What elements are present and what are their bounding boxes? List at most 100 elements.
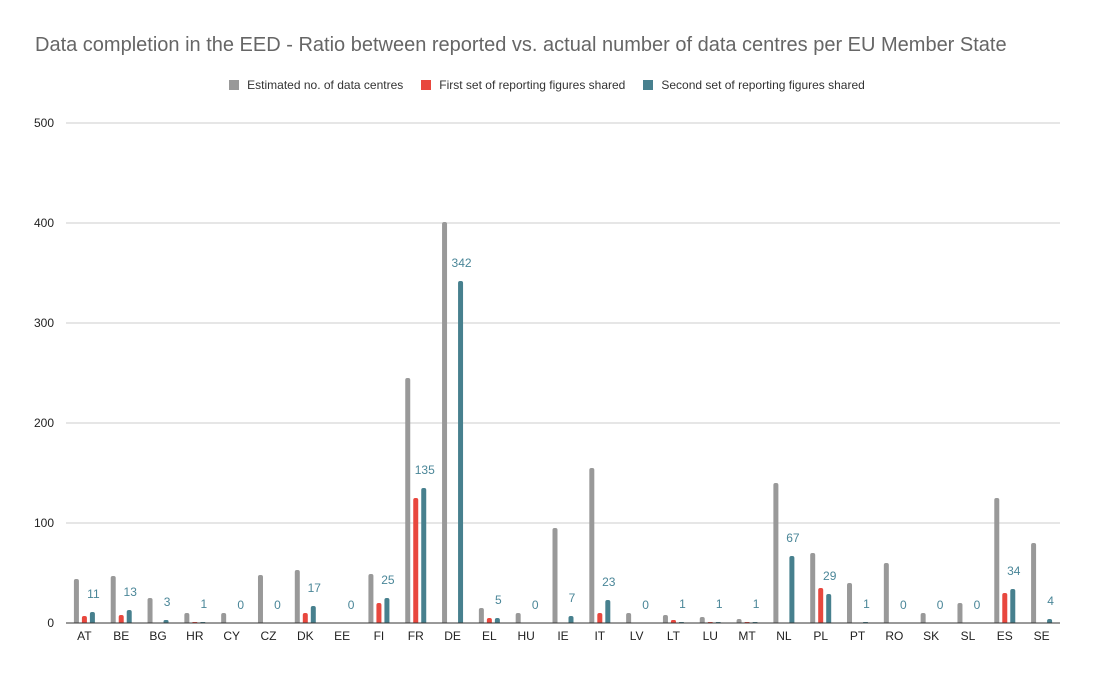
bar-fi-series-2 [376,603,382,623]
y-tick-label: 300 [34,316,54,330]
data-label: 13 [124,585,138,599]
data-label: 34 [1007,564,1021,578]
data-label: 4 [1047,594,1054,608]
bar-fi-series-3 [384,598,390,623]
data-label: 17 [308,581,322,595]
bar-pl-series-2 [818,588,824,623]
bar-pt-series-1 [847,583,853,623]
x-tick-label: AT [77,629,92,643]
legend-swatch-second-set [643,80,654,90]
bar-be-series-3 [126,610,132,623]
data-label: 3 [164,595,171,609]
bar-fr-series-3 [421,488,427,623]
x-tick-label: EL [482,629,497,643]
x-tick-label: BG [149,629,166,643]
data-label: 0 [900,598,907,612]
data-label: 67 [786,531,800,545]
bar-hr-series-1 [184,613,190,623]
data-label: 11 [87,587,100,601]
y-tick-label: 100 [34,516,54,530]
x-tick-label: IE [557,629,568,643]
bar-se-series-1 [1031,543,1037,623]
x-tick-label: MT [738,629,756,643]
bar-at-series-1 [73,579,79,623]
bar-sk-series-1 [920,613,926,623]
bar-fi-series-1 [368,574,374,623]
data-label: 1 [679,597,686,611]
bar-bg-series-1 [147,598,153,623]
bar-ie-series-1 [552,528,558,623]
data-label: 1 [863,597,870,611]
legend: Estimated no. of data centres First set … [0,78,1094,92]
bar-nl-series-3 [789,556,795,623]
bar-lt-series-1 [662,615,668,623]
data-label: 1 [716,597,723,611]
legend-item-second-set: Second set of reporting figures shared [643,78,865,92]
bar-es-series-1 [994,498,1000,623]
bar-de-series-3 [458,281,464,623]
legend-item-first-set: First set of reporting figures shared [421,78,625,92]
bar-lt-series-2 [670,620,676,623]
data-label: 7 [569,591,576,605]
bar-at-series-2 [81,616,87,623]
data-label: 5 [495,593,502,607]
data-label: 1 [201,597,208,611]
bar-lv-series-1 [626,613,632,623]
bar-ie-series-3 [568,616,574,623]
data-label: 0 [348,598,355,612]
data-label: 0 [237,598,244,612]
legend-item-estimated: Estimated no. of data centres [229,78,403,92]
bar-de-series-1 [442,222,448,623]
x-tick-label: PT [850,629,866,643]
x-tick-label: HU [518,629,535,643]
bar-el-series-1 [478,608,484,623]
data-label: 342 [452,256,472,270]
bar-dk-series-1 [294,570,300,623]
x-tick-label: IT [594,629,605,643]
bar-pl-series-1 [810,553,816,623]
bar-es-series-2 [1002,593,1008,623]
data-label: 29 [823,569,837,583]
x-tick-label: CZ [260,629,276,643]
legend-label-second-set: Second set of reporting figures shared [661,78,865,92]
x-tick-label: FI [374,629,385,643]
bar-fr-series-2 [413,498,419,623]
bar-pl-series-3 [826,594,832,623]
data-label: 1 [753,597,760,611]
x-tick-label: HR [186,629,204,643]
data-label: 135 [415,463,435,477]
bar-lu-series-1 [699,617,705,623]
bar-it-series-3 [605,600,611,623]
bar-dk-series-2 [302,613,308,623]
x-tick-label: BE [113,629,129,643]
x-tick-label: FR [408,629,424,643]
bar-it-series-2 [597,613,603,623]
legend-swatch-first-set [421,80,432,90]
data-label: 0 [974,598,981,612]
bar-cy-series-1 [221,613,227,623]
x-tick-label: NL [776,629,792,643]
bar-sl-series-1 [957,603,963,623]
bar-se-series-3 [1047,619,1053,623]
data-label: 0 [937,598,944,612]
bar-ro-series-1 [883,563,889,623]
x-tick-label: SE [1034,629,1050,643]
data-label: 25 [381,573,395,587]
x-tick-label: ES [997,629,1013,643]
legend-label-first-set: First set of reporting figures shared [439,78,626,92]
bar-it-series-1 [589,468,595,623]
x-tick-label: RO [885,629,903,643]
y-tick-label: 500 [34,116,54,130]
bar-es-series-3 [1010,589,1016,623]
x-tick-label: DE [444,629,461,643]
bar-at-series-3 [89,612,95,623]
y-tick-label: 400 [34,216,54,230]
x-tick-label: DK [297,629,314,643]
bar-fr-series-1 [405,378,411,623]
x-tick-label: PL [813,629,828,643]
x-tick-label: LT [667,629,681,643]
data-label: 0 [642,598,649,612]
y-tick-label: 200 [34,416,54,430]
x-tick-label: SK [923,629,939,643]
